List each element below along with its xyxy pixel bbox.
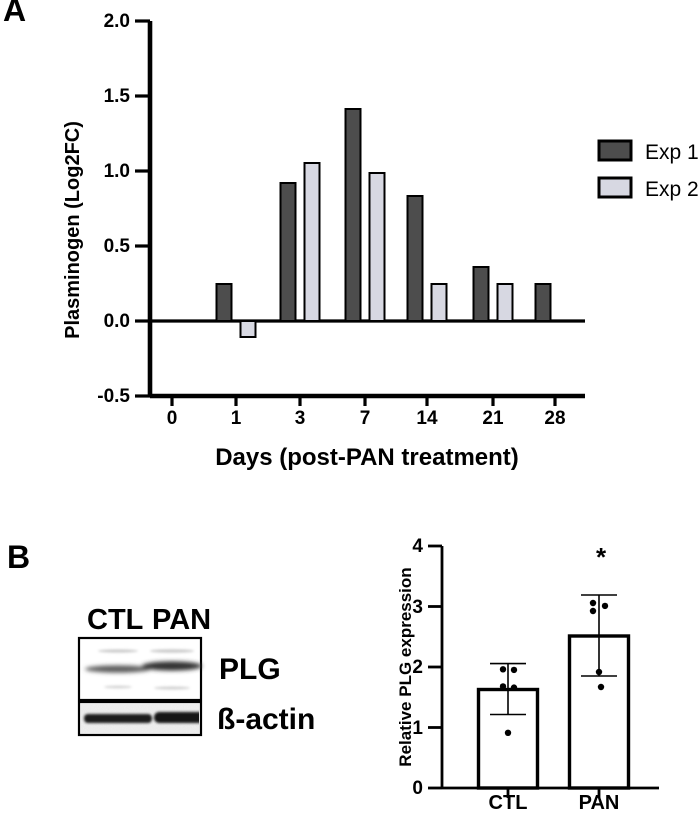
svg-text:PAN: PAN (152, 604, 211, 636)
svg-text:Relative PLG expression: Relative PLG expression (396, 567, 415, 766)
svg-text:4: 4 (412, 536, 423, 557)
svg-text:CTL: CTL (489, 792, 528, 813)
svg-text:PAN: PAN (579, 792, 620, 813)
svg-text:0: 0 (412, 778, 423, 799)
svg-text:CTL: CTL (87, 604, 143, 636)
svg-text:*: * (596, 542, 607, 572)
svg-text:PLG: PLG (219, 653, 281, 686)
svg-text:ß-actin: ß-actin (217, 703, 315, 736)
